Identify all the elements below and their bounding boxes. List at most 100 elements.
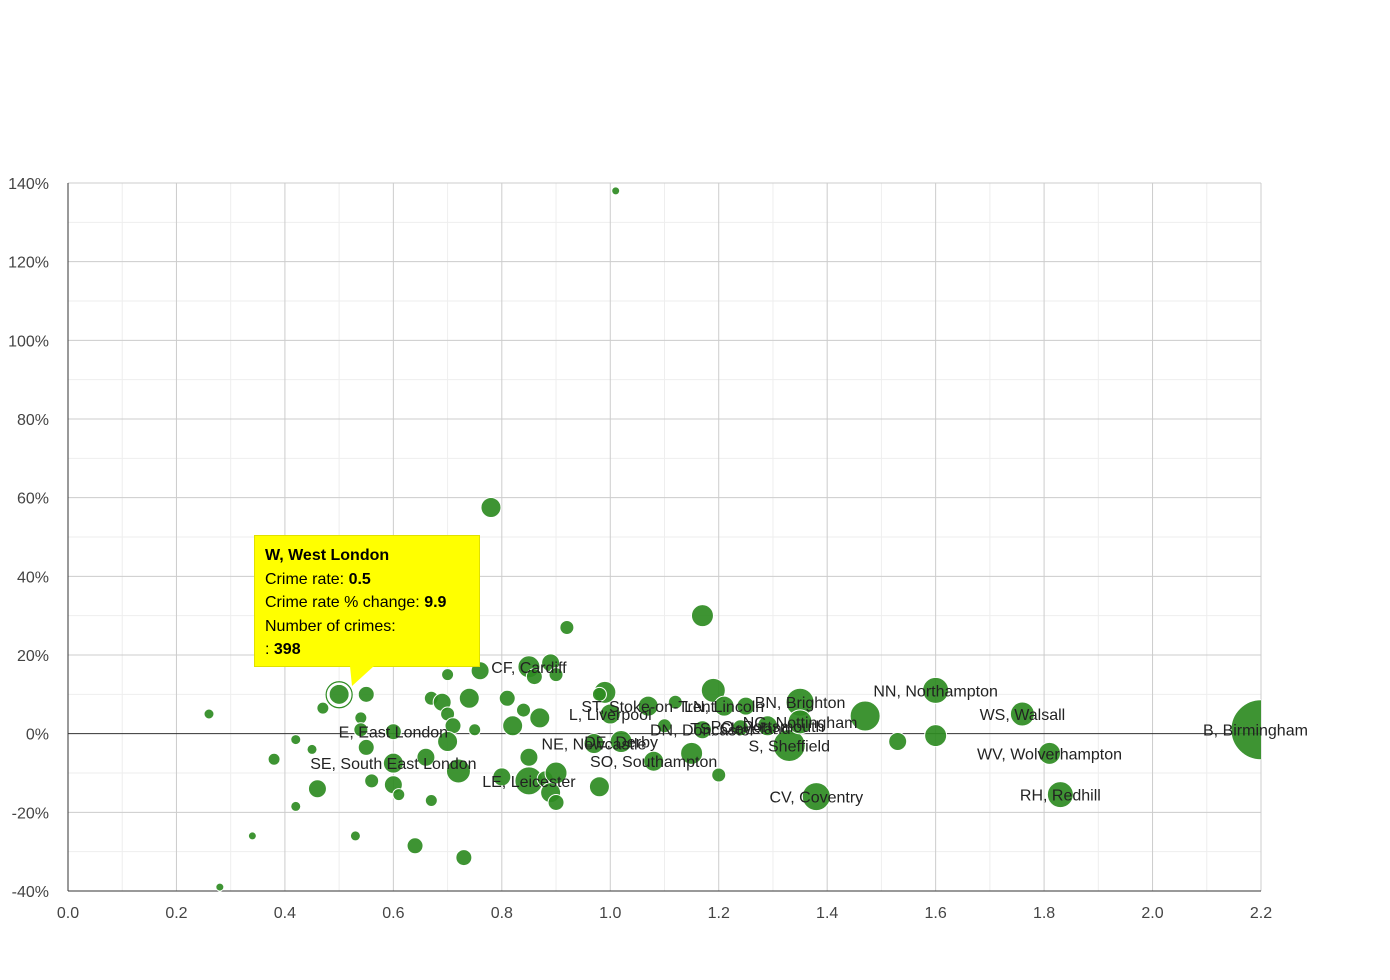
point-label: RH, Redhill <box>1020 788 1101 805</box>
bubble <box>357 685 375 703</box>
tooltip-crimes-prefix: : <box>265 641 274 658</box>
y-tick-label: -40% <box>12 884 49 901</box>
bubble <box>455 849 473 867</box>
bubble <box>757 715 779 737</box>
tooltip-change-value: 9.9 <box>424 594 447 611</box>
y-tick-label: 60% <box>17 491 49 508</box>
bubble <box>392 788 406 802</box>
bubble <box>316 701 330 715</box>
bubble <box>1038 741 1062 765</box>
x-tick-label: 0.2 <box>165 905 187 922</box>
highlight-outer-ring <box>325 681 353 709</box>
x-tick-label: 1.4 <box>816 905 838 922</box>
bubble <box>643 750 665 772</box>
bubble <box>667 694 683 710</box>
tooltip-crimes: : 398 <box>265 638 469 662</box>
bubble <box>772 728 806 762</box>
bubble <box>247 831 257 841</box>
bubble <box>406 837 424 855</box>
bubble <box>384 723 402 741</box>
tooltip-change-label: Crime rate % change: <box>265 594 425 611</box>
point-label: WV, Wolverhampton <box>977 746 1122 763</box>
point-label: ST, Stoke-on-Trent <box>581 699 715 716</box>
bubble <box>353 722 369 738</box>
bubble <box>458 687 480 709</box>
bubble <box>468 723 482 737</box>
x-tick-label: 1.6 <box>925 905 947 922</box>
bubble <box>424 794 438 808</box>
bubble <box>502 715 524 737</box>
y-tick-label: 100% <box>8 333 49 350</box>
bubble <box>480 497 502 518</box>
highlighted-point[interactable] <box>325 681 353 709</box>
bubble <box>547 794 565 811</box>
y-tick-label: 0% <box>26 727 49 744</box>
bubble <box>364 773 380 789</box>
bubble <box>519 747 539 767</box>
bubble <box>713 695 735 717</box>
y-axis-ticks: 140% 120% 100% 80% 60% 40% 20% 0% -20% -40% <box>8 176 49 901</box>
bubble <box>583 733 605 754</box>
highlight-ring[interactable] <box>327 682 352 707</box>
tooltip: W, West London Crime rate: 0.5 Crime rat… <box>254 535 480 667</box>
y-tick-label: 20% <box>17 648 49 665</box>
point-label: NN, Northampton <box>873 683 998 700</box>
bubble <box>700 677 726 703</box>
bubble <box>690 604 714 628</box>
bubble <box>215 882 225 892</box>
point-label: CF, Cardiff <box>491 660 567 677</box>
point-label: PO, Portsmouth <box>711 719 825 736</box>
point-label: SE, South East London <box>310 756 476 773</box>
bubble <box>711 767 727 783</box>
point-label: L, Liverpool <box>569 707 652 724</box>
point-label: SO, Southampton <box>590 754 717 771</box>
minor-gridlines <box>68 183 1261 891</box>
x-tick-label: 0.6 <box>382 905 404 922</box>
bubble <box>492 767 512 787</box>
y-tick-label: 80% <box>17 412 49 429</box>
bubble <box>1046 781 1074 809</box>
bubble <box>290 734 302 746</box>
x-tick-label: 1.8 <box>1033 905 1055 922</box>
bubble <box>498 689 516 707</box>
bubble <box>357 738 375 756</box>
bubble <box>416 747 436 767</box>
point-label: DE, Derby <box>584 735 658 752</box>
tooltip-crimes-value: 398 <box>273 641 301 658</box>
bubble <box>588 776 610 798</box>
bubble <box>349 830 361 842</box>
point-label: LN, Lincoln <box>684 699 764 716</box>
tooltip-rate-value: 0.5 <box>348 570 371 588</box>
y-tick-label: 40% <box>17 569 49 586</box>
bubble <box>559 619 575 635</box>
point-label: E, East London <box>339 725 448 742</box>
axes <box>67 183 1261 892</box>
bubble <box>736 696 756 716</box>
bubble <box>888 732 908 752</box>
bubble <box>637 695 659 717</box>
point-label: S, Sheffield <box>748 738 830 755</box>
bubble <box>548 667 564 683</box>
bubble <box>599 703 621 725</box>
point-label: B, Birmingham <box>1203 723 1308 740</box>
bubble <box>306 743 318 755</box>
tooltip-rate-label: Crime rate: <box>265 570 349 588</box>
tooltip-rate: Crime rate: 0.5 <box>265 568 469 592</box>
bubble <box>267 752 281 766</box>
bubble <box>657 718 672 734</box>
y-tick-label: 120% <box>8 255 49 272</box>
point-label: WS, Walsall <box>980 707 1066 724</box>
bubble <box>445 758 471 784</box>
point-label: LE, Leicester <box>482 774 576 791</box>
x-tick-label: 0.0 <box>57 905 79 922</box>
x-axis-ticks: 0.0 0.2 0.4 0.6 0.8 1.0 1.2 1.4 1.6 1.8 2.0 2.2 <box>57 905 1272 922</box>
bubble <box>611 186 621 196</box>
y-tick-label: 140% <box>8 176 49 193</box>
x-tick-label: 1.2 <box>708 905 730 922</box>
bubble <box>924 724 948 748</box>
x-tick-label: 1.0 <box>599 905 621 922</box>
bubble <box>437 731 459 753</box>
tooltip-title: W, West London <box>265 547 390 564</box>
point-labels: CF, Cardiff E, East London SE, South East … <box>310 660 1308 807</box>
